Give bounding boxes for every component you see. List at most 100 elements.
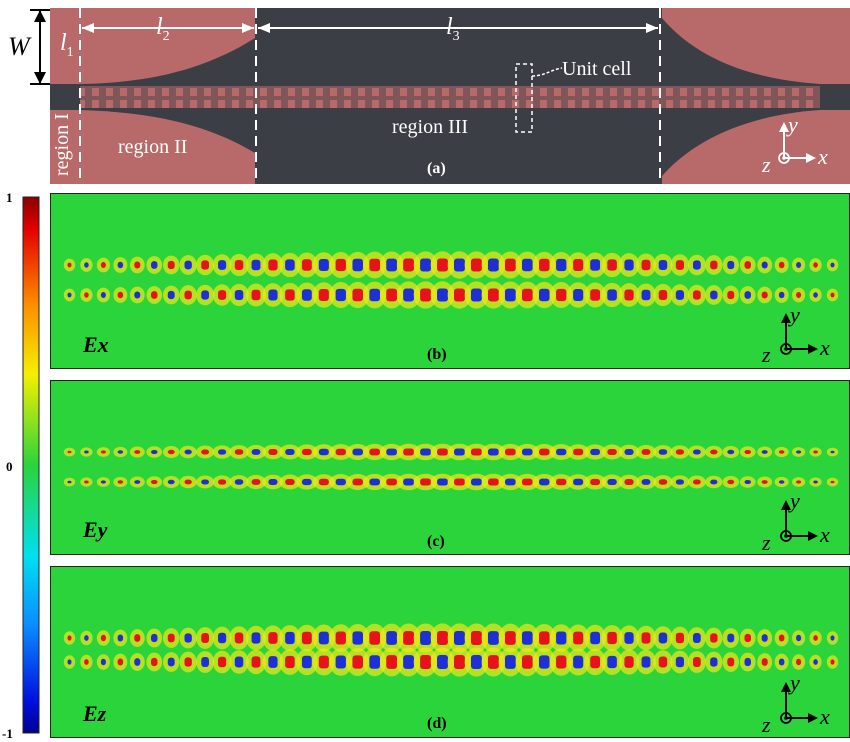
field-spot (151, 657, 158, 667)
field-spot (744, 479, 751, 485)
field-spot (813, 480, 818, 484)
field-spot (403, 478, 415, 486)
field-spot (420, 655, 432, 669)
field-spot (692, 449, 701, 455)
field-spot (167, 479, 175, 485)
field-spot (67, 262, 72, 268)
field-spot (453, 655, 465, 669)
field-spot (556, 655, 567, 669)
field-spot (151, 261, 158, 269)
field-spot (268, 259, 278, 271)
field-spot (201, 633, 210, 643)
field-spot (301, 289, 312, 301)
field-spot (201, 260, 210, 270)
field-spot (218, 290, 227, 300)
field-spot (151, 479, 158, 485)
field-spot (437, 631, 449, 645)
colorbar (22, 196, 40, 734)
field-spot (813, 659, 818, 665)
field-spot (556, 258, 567, 272)
colorbar-max-label: 1 (6, 190, 13, 205)
field-spot (624, 479, 634, 485)
field-spot (218, 632, 227, 644)
field-spot (607, 478, 617, 486)
field-spot (573, 448, 584, 456)
field-spot (318, 448, 329, 456)
field-spot (744, 291, 751, 299)
ez-field-label: Ez (83, 701, 107, 726)
axis-z-label-a: z (762, 152, 771, 177)
field-spot (573, 655, 584, 669)
field-spot (335, 478, 346, 486)
field-spot (573, 289, 584, 301)
field-spot (318, 289, 329, 301)
field-spot (386, 288, 398, 302)
field-spot (521, 258, 533, 272)
field-spot (167, 449, 175, 455)
field-spot (437, 655, 449, 669)
field-spot (761, 634, 768, 642)
field-spot (624, 656, 634, 668)
region-ii-label: region II (118, 136, 188, 158)
ez-field-map (63, 623, 839, 677)
field-spot (453, 258, 465, 272)
field-spot (100, 450, 106, 454)
axes-icon-a (778, 122, 816, 164)
field-spot (352, 655, 363, 669)
field-spot (403, 655, 415, 669)
field-spot (100, 292, 106, 298)
field-spot (778, 261, 785, 269)
field-spot (134, 658, 141, 666)
l2-label: l2 (156, 14, 170, 44)
field-spot (151, 633, 158, 643)
field-spot (386, 448, 398, 456)
field-spot (67, 450, 72, 454)
axis-z-label-b: z (762, 342, 771, 367)
field-spot (539, 448, 550, 456)
field-spot (369, 448, 381, 456)
field-spot (268, 656, 278, 668)
field-spot (184, 449, 192, 455)
panel-b-tag: (b) (427, 346, 447, 363)
field-spot (285, 478, 295, 486)
field-spot (607, 655, 617, 669)
field-spot (453, 288, 465, 302)
field-spot (624, 289, 634, 301)
field-spot (335, 631, 346, 645)
field-spot (658, 479, 668, 485)
field-spot (268, 289, 278, 301)
field-spot (318, 259, 329, 271)
field-spot (218, 479, 227, 485)
field-spot (335, 448, 346, 456)
field-spot (84, 292, 89, 298)
field-spot (590, 259, 601, 271)
field-spot (692, 260, 701, 270)
field-spot (184, 479, 192, 485)
field-spot (521, 288, 533, 302)
field-spot (658, 632, 668, 644)
field-spot (268, 449, 278, 455)
field-spot (184, 657, 192, 667)
field-spot (573, 631, 584, 645)
l3-label: l3 (446, 14, 460, 44)
field-spot (744, 657, 751, 667)
axis-y-label-a: y (788, 112, 798, 137)
field-spot (352, 258, 363, 272)
field-spot (369, 478, 381, 486)
field-spot (487, 258, 499, 272)
field-spot (641, 632, 651, 644)
field-spot (692, 290, 701, 300)
field-spot (352, 478, 363, 486)
field-spot (830, 292, 835, 298)
field-spot (761, 261, 768, 269)
field-spot (117, 261, 124, 269)
field-spot (675, 656, 684, 668)
field-spot (151, 291, 158, 299)
field-spot (285, 259, 295, 271)
metal-bottom-right (662, 110, 850, 184)
field-spot (470, 478, 482, 486)
field-spot (268, 479, 278, 485)
field-spot (487, 478, 499, 486)
field-spot (521, 478, 533, 486)
field-spot (167, 260, 175, 270)
